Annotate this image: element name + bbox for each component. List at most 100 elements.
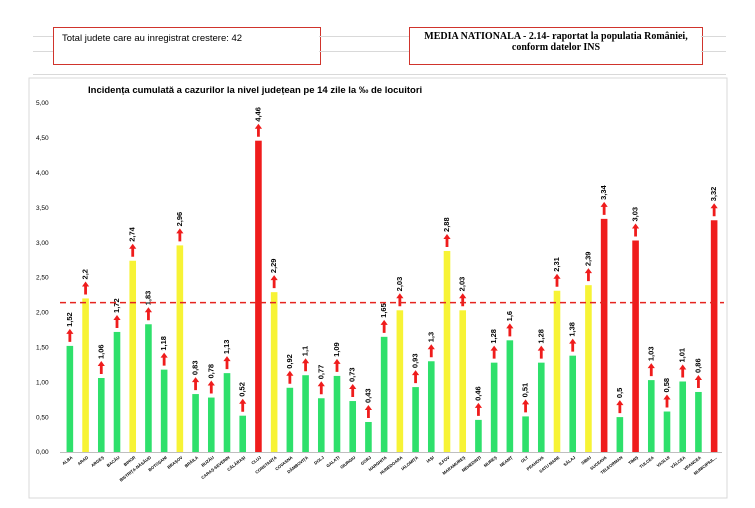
- up-arrow-icon: [663, 394, 671, 408]
- up-arrow-icon: [207, 380, 215, 394]
- x-tick-label: CLUJ: [250, 454, 262, 465]
- data-label: 2,74: [128, 226, 137, 241]
- chart-frame: [28, 77, 728, 499]
- data-label: 0,78: [206, 364, 215, 379]
- x-tick-label: TULCEA: [638, 455, 654, 469]
- x-tick-label: GORJ: [360, 454, 373, 466]
- y-tick-label: 3,50: [36, 205, 49, 212]
- data-label: 2,88: [442, 217, 451, 232]
- data-label: 0,51: [521, 383, 530, 398]
- up-arrow-icon: [474, 402, 483, 416]
- up-arrow-icon: [254, 123, 263, 137]
- x-tick-label: ARAD: [77, 455, 90, 466]
- data-label: 2,39: [583, 252, 592, 267]
- x-tick-label: VASLUI: [656, 455, 671, 468]
- up-arrow-icon: [176, 228, 184, 242]
- y-tick-label: 0,50: [36, 414, 49, 421]
- bar-ialomița: [412, 387, 419, 452]
- up-arrow-icon: [600, 201, 608, 215]
- bar-bihor: [129, 260, 137, 452]
- y-tick-label: 0,00: [36, 449, 49, 456]
- data-label: 1,65: [379, 303, 388, 318]
- bar-brăila: [192, 394, 199, 452]
- bar-caraș-severin: [223, 373, 231, 452]
- up-arrow-icon: [286, 370, 294, 384]
- bar-teleorman: [616, 417, 624, 452]
- data-label: 2,29: [269, 259, 278, 274]
- data-label: 1,03: [646, 346, 655, 361]
- bar-cluj: [255, 140, 262, 452]
- data-label: 0,73: [348, 367, 357, 382]
- bar-municipiul...: [710, 220, 718, 452]
- bar-timiș: [632, 240, 639, 452]
- y-tick-label: 3,00: [36, 240, 49, 247]
- bar-olt: [522, 416, 529, 452]
- up-arrow-icon: [270, 275, 278, 289]
- bar-hunedoara: [396, 310, 404, 452]
- data-label: 1,01: [678, 348, 687, 363]
- x-tick-label: MUREȘ: [483, 455, 498, 468]
- x-tick-label: BACĂU: [106, 455, 121, 468]
- bar-alba: [66, 345, 74, 452]
- bar-gorj: [365, 421, 372, 452]
- x-tick-label: ARGEȘ: [90, 455, 105, 468]
- data-label: 1,83: [143, 291, 152, 306]
- bar-dolj: [317, 398, 325, 452]
- x-tick-label: ALBA: [61, 455, 73, 466]
- data-label: 2,31: [552, 257, 561, 272]
- data-label: 1,28: [536, 329, 545, 344]
- bar-neamț: [506, 340, 514, 452]
- up-arrow-icon: [443, 233, 451, 247]
- bar-prahova: [537, 362, 545, 452]
- data-label: 1,13: [222, 340, 231, 355]
- data-label: 1,18: [159, 336, 168, 351]
- up-arrow-icon: [427, 344, 435, 358]
- y-tick-label: 5,00: [36, 100, 49, 107]
- up-arrow-icon: [81, 281, 90, 295]
- bar-harghita: [380, 336, 388, 452]
- up-arrow-icon: [113, 314, 121, 328]
- up-arrow-icon: [160, 352, 168, 366]
- national-average-line2: conform datelor INS: [511, 42, 601, 53]
- data-label: 0,83: [191, 360, 200, 375]
- up-arrow-icon: [647, 363, 655, 377]
- bar-sibiu: [585, 285, 592, 452]
- bar-satu mare: [553, 290, 561, 452]
- up-arrow-icon: [490, 345, 498, 359]
- bar-vaslui: [663, 411, 671, 452]
- bar-maramureș: [459, 310, 467, 452]
- up-arrow-icon: [710, 203, 718, 217]
- y-tick-label: 1,50: [36, 345, 49, 352]
- bar-călărași: [239, 415, 247, 452]
- bar-covasna: [286, 387, 294, 452]
- x-tick-label: IALOMIȚA: [400, 455, 419, 471]
- x-tick-label: OLT: [520, 455, 530, 464]
- bar-mureș: [490, 362, 498, 452]
- data-label: 0,46: [473, 386, 482, 401]
- up-arrow-icon: [694, 374, 703, 388]
- up-arrow-icon: [411, 370, 420, 384]
- bar-arad: [82, 298, 89, 452]
- counties-increase-box: Total judete care au inregistrat crester…: [53, 27, 321, 65]
- up-arrow-icon: [459, 293, 467, 307]
- bar-bacău: [113, 331, 121, 452]
- data-label: 2,03: [458, 277, 467, 292]
- counties-increase-text: Total judete care au inregistrat crester…: [62, 33, 243, 44]
- up-arrow-icon: [631, 223, 640, 237]
- y-tick-label: 1,00: [36, 379, 49, 386]
- up-arrow-icon: [239, 398, 247, 412]
- x-tick-label: GIURGIU: [339, 455, 356, 470]
- up-arrow-icon: [364, 404, 373, 418]
- up-arrow-icon: [380, 319, 388, 333]
- bar-tulcea: [647, 380, 655, 452]
- data-label: 0,58: [662, 378, 671, 393]
- x-tick-label: DOLJ: [313, 454, 325, 465]
- data-label: 1,72: [112, 298, 121, 313]
- data-label: 3,32: [709, 187, 718, 202]
- bar-vâlcea: [679, 381, 687, 452]
- data-label: 0,92: [285, 354, 294, 369]
- bar-suceava: [600, 218, 608, 452]
- up-arrow-icon: [66, 328, 74, 342]
- bar-iași: [427, 361, 435, 452]
